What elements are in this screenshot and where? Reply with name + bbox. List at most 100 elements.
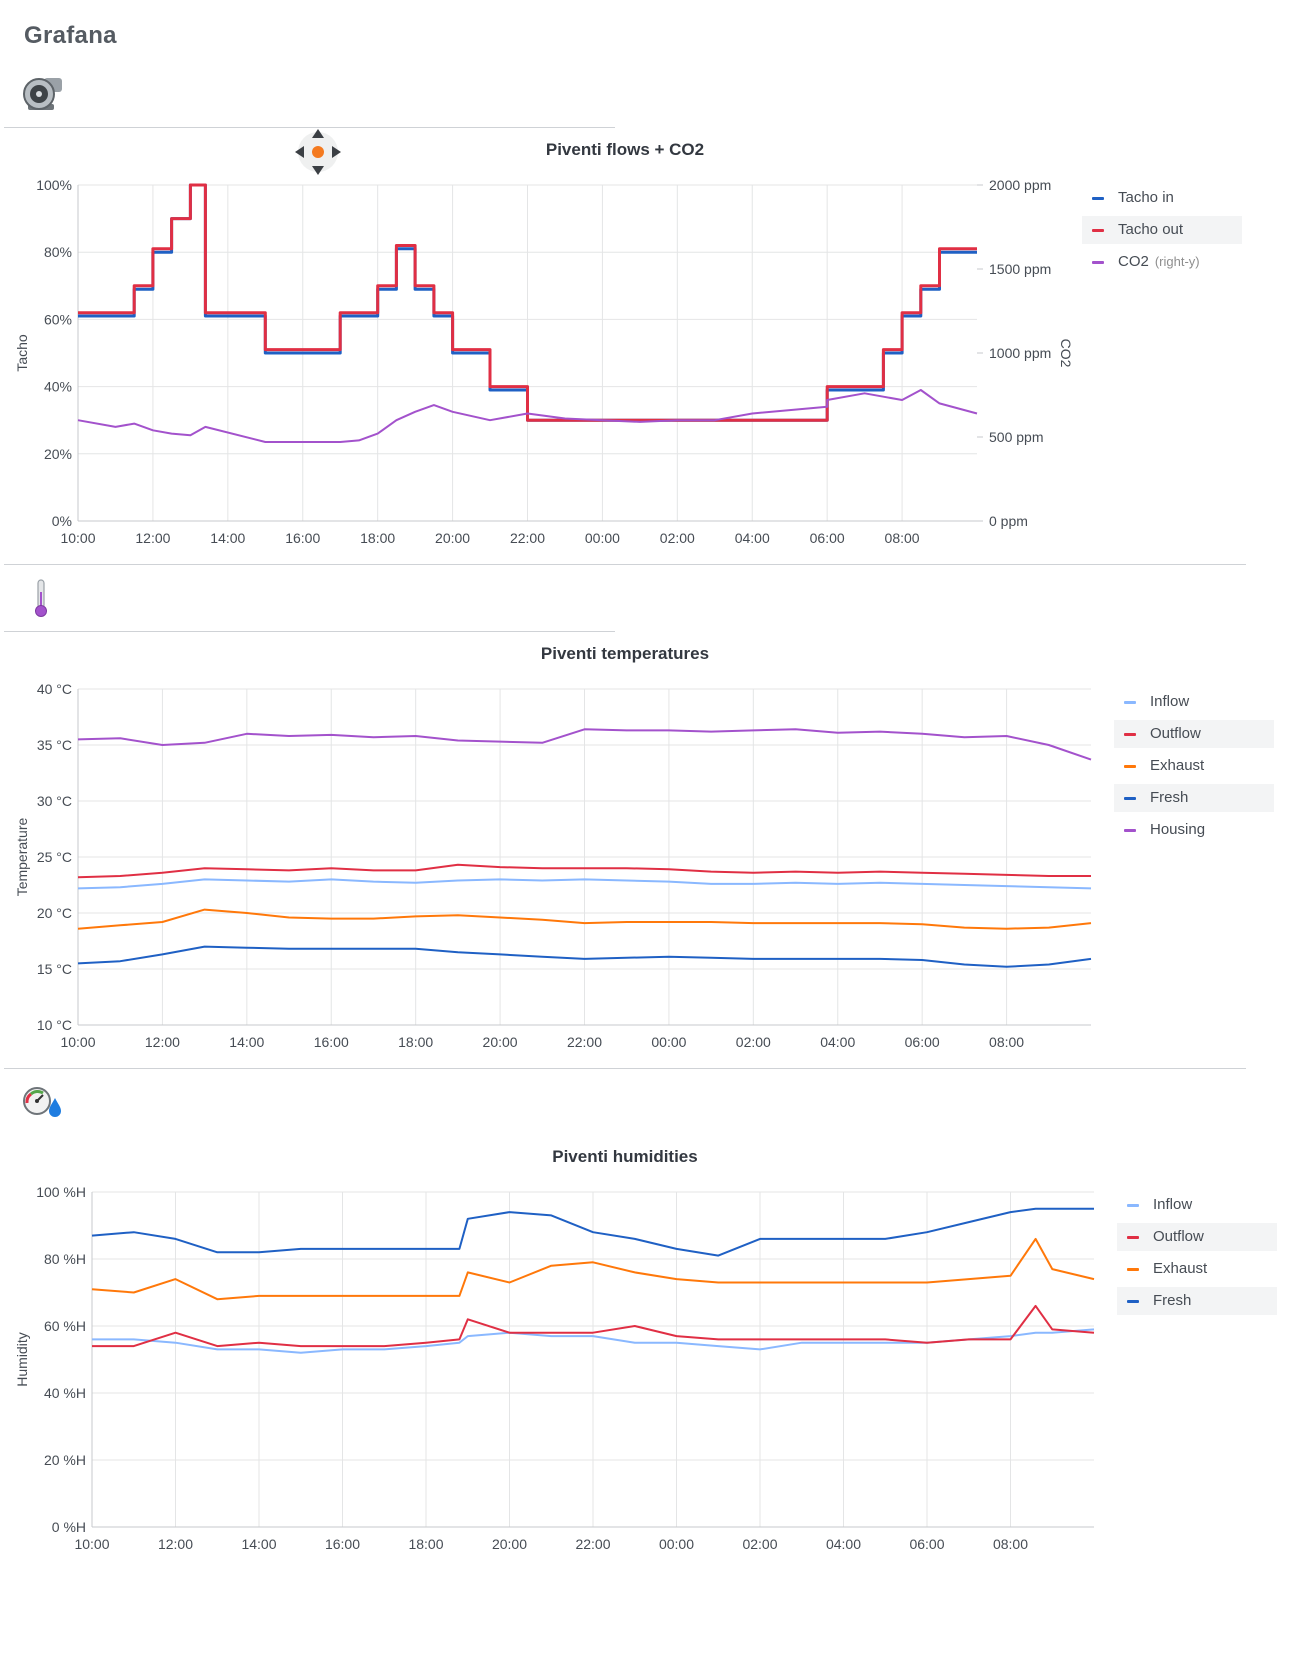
x-tick-label: 02:00 — [660, 530, 695, 546]
legend-swatch — [1124, 700, 1136, 704]
x-tick-label: 08:00 — [993, 1536, 1028, 1552]
x-tick-label: 16:00 — [314, 1034, 349, 1050]
x-tick-label: 14:00 — [210, 530, 245, 546]
legend-label: Exhaust — [1150, 757, 1205, 774]
x-tick-label: 08:00 — [885, 530, 920, 546]
legend-item[interactable]: Exhaust — [1114, 752, 1274, 780]
x-tick-label: 00:00 — [585, 530, 620, 546]
legend: Tacho in Tacho out CO2 (right-y) — [1082, 184, 1242, 280]
x-tick-label: 18:00 — [398, 1034, 433, 1050]
chart-flows-co2[interactable]: 0% 20% 40% 60% 80% 100% 10:00 12:00 14:00 16:00 18… — [0, 130, 1080, 562]
row-divider-2 — [4, 564, 1246, 565]
panel-title[interactable]: Piventi temperatures — [540, 644, 710, 663]
y-tick-label: 40 °C — [37, 681, 72, 697]
x-tick-label: 12:00 — [145, 1034, 180, 1050]
legend-item[interactable]: CO2 (right-y) — [1082, 248, 1242, 276]
panel-temperatures[interactable]: Piventi temperatures 10 °C 15 °C 20 °C 25 °… — [0, 634, 1274, 1066]
x-tick-label: 22:00 — [510, 530, 545, 546]
panel-title[interactable]: Piventi humidities — [552, 1147, 698, 1166]
legend-item[interactable]: Exhaust — [1117, 1255, 1277, 1283]
row-divider-1 — [4, 127, 615, 128]
x-tick-label: 04:00 — [826, 1536, 861, 1552]
legend-item[interactable]: Tacho out — [1082, 216, 1242, 244]
y-tick-label: 60 %H — [44, 1318, 86, 1334]
series-line-tacho-out — [78, 183, 977, 422]
legend-swatch — [1092, 228, 1104, 232]
legend-swatch — [1127, 1203, 1139, 1207]
chart-humidities[interactable]: 0 %H 20 %H 40 %H 60 %H 80 %H 100 %H 10:00 12:00… — [0, 1137, 1110, 1655]
y-tick-label: 15 °C — [37, 961, 72, 977]
chart-temperatures[interactable]: 10 °C 15 °C 20 °C 25 °C 30 °C 35 °C 40 °C 10:00… — [0, 634, 1110, 1066]
legend-swatch — [1092, 260, 1104, 264]
x-tick-label: 04:00 — [820, 1034, 855, 1050]
series-line-housing — [77, 728, 1092, 761]
legend-label: Outflow — [1153, 1228, 1204, 1245]
legend-label: Outflow — [1150, 725, 1201, 742]
legend-item[interactable]: Inflow — [1117, 1191, 1277, 1219]
x-tick-label: 02:00 — [736, 1034, 771, 1050]
series-line-fresh — [77, 945, 1092, 968]
legend-label: Tacho in — [1118, 189, 1174, 206]
x-tick-label: 10:00 — [60, 530, 95, 546]
legend-label: Inflow — [1153, 1196, 1193, 1213]
x-tick-label: 16:00 — [325, 1536, 360, 1552]
x-tick-label: 18:00 — [408, 1536, 443, 1552]
legend: Inflow Outflow Exhaust Fresh Housing — [1114, 688, 1274, 848]
x-tick-label: 18:00 — [360, 530, 395, 546]
x-tick-label: 12:00 — [135, 530, 170, 546]
legend-item[interactable]: Fresh — [1117, 1287, 1277, 1315]
turbine-fan-icon — [22, 76, 64, 114]
y-tick-label: 80% — [44, 244, 72, 260]
row-divider-4 — [4, 1068, 1246, 1069]
hygrometer-drop-icon — [22, 1086, 64, 1120]
series-line-fresh — [91, 1207, 1094, 1257]
series-line-outflow — [77, 863, 1091, 879]
x-tick-label: 00:00 — [659, 1536, 694, 1552]
legend-item[interactable]: Fresh — [1114, 784, 1274, 812]
y-tick-label: 25 °C — [37, 849, 72, 865]
y-tick-label: 60% — [44, 311, 72, 327]
panel-humidities[interactable]: Piventi humidities 0 %H 20 %H 40 %H 60 %H 80… — [0, 1137, 1277, 1655]
legend-swatch — [1092, 196, 1104, 200]
y-tick-label: 100 %H — [36, 1184, 86, 1200]
legend-item[interactable]: Outflow — [1114, 720, 1274, 748]
legend-label: Fresh — [1153, 1292, 1192, 1309]
y-tick-label: 40% — [44, 379, 72, 395]
y-axis-label: Temperature — [14, 817, 30, 896]
legend-swatch — [1124, 796, 1136, 800]
y-axis-label: Humidity — [14, 1332, 30, 1386]
y-tick-label: 0% — [52, 513, 72, 529]
x-tick-label: 14:00 — [229, 1034, 264, 1050]
legend-item[interactable]: Outflow — [1117, 1223, 1277, 1251]
panel-flows-co2[interactable]: Piventi flows + CO2 0% 20% 40% 60% 80% 100% 10… — [0, 130, 1250, 562]
panel-title[interactable]: Piventi flows + CO2 — [545, 140, 705, 159]
series-line-exhaust — [77, 908, 1092, 930]
x-tick-label: 10:00 — [60, 1034, 95, 1050]
row-divider-3 — [4, 631, 615, 632]
y-tick-label: 10 °C — [37, 1017, 72, 1033]
series-line-outflow — [92, 1304, 1095, 1348]
y-tick-label: 20 °C — [37, 905, 72, 921]
series-line-co2 — [77, 389, 978, 443]
x-tick-label: 08:00 — [989, 1034, 1024, 1050]
thermometer-icon — [33, 578, 49, 618]
x-tick-label: 06:00 — [810, 530, 845, 546]
y-tick-label: 20 %H — [44, 1452, 86, 1468]
x-tick-label: 20:00 — [483, 1034, 518, 1050]
legend-item[interactable]: Tacho in — [1082, 184, 1242, 212]
legend-label: Tacho out — [1118, 221, 1184, 238]
legend-item[interactable]: Housing — [1114, 816, 1274, 844]
x-tick-label: 22:00 — [575, 1536, 610, 1552]
x-tick-label: 10:00 — [74, 1536, 109, 1552]
y-tick-label: 35 °C — [37, 737, 72, 753]
brand-title[interactable]: Grafana — [24, 22, 117, 49]
move-icon[interactable] — [292, 126, 344, 178]
legend-swatch — [1127, 1299, 1139, 1303]
legend-swatch — [1124, 732, 1136, 736]
legend-swatch — [1127, 1267, 1139, 1271]
y-tick-label: 100% — [36, 177, 72, 193]
y-axis-label: Tacho — [14, 334, 30, 372]
x-tick-label: 02:00 — [742, 1536, 777, 1552]
legend-item[interactable]: Inflow — [1114, 688, 1274, 716]
series-line-inflow — [77, 878, 1092, 890]
